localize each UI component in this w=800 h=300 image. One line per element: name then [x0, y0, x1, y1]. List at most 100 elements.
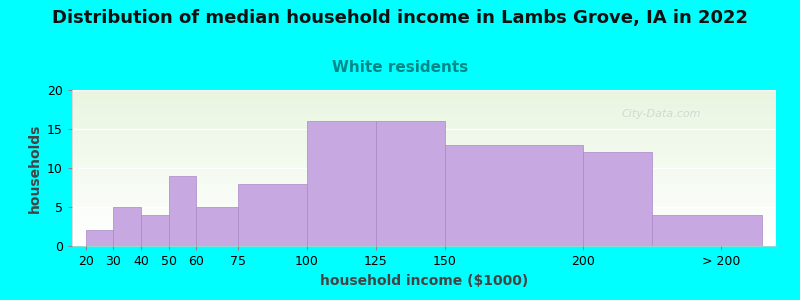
- Bar: [72, 152, 776, 153]
- Bar: [72, 97, 776, 98]
- Bar: [72, 112, 776, 113]
- Bar: [72, 153, 776, 154]
- Bar: [72, 102, 776, 103]
- Bar: [72, 195, 776, 196]
- Bar: [72, 225, 776, 226]
- Bar: [72, 114, 776, 115]
- Bar: [72, 198, 776, 199]
- Bar: [72, 177, 776, 178]
- Bar: [72, 146, 776, 147]
- Bar: [72, 139, 776, 140]
- Bar: [86, 230, 114, 246]
- Bar: [72, 222, 776, 223]
- Bar: [72, 174, 776, 175]
- Bar: [72, 223, 776, 224]
- Bar: [72, 144, 776, 145]
- Bar: [72, 202, 776, 203]
- Bar: [72, 213, 776, 214]
- Bar: [72, 162, 776, 163]
- Bar: [72, 221, 776, 222]
- Bar: [72, 187, 776, 188]
- Bar: [72, 211, 776, 212]
- Bar: [72, 95, 776, 96]
- Bar: [72, 123, 776, 124]
- Bar: [72, 216, 776, 217]
- Bar: [72, 197, 776, 198]
- Bar: [238, 184, 306, 246]
- Bar: [72, 190, 776, 191]
- Bar: [72, 218, 776, 219]
- Bar: [72, 170, 776, 171]
- Bar: [72, 169, 776, 170]
- Bar: [72, 204, 776, 205]
- Bar: [72, 212, 776, 213]
- Bar: [72, 117, 776, 118]
- Bar: [72, 96, 776, 97]
- Bar: [72, 165, 776, 166]
- Bar: [72, 220, 776, 221]
- X-axis label: household income ($1000): household income ($1000): [320, 274, 528, 288]
- Bar: [72, 140, 776, 141]
- Bar: [72, 127, 776, 128]
- Bar: [72, 101, 776, 102]
- Bar: [72, 156, 776, 157]
- Bar: [72, 130, 776, 131]
- Bar: [72, 230, 776, 231]
- Bar: [72, 149, 776, 150]
- Bar: [72, 229, 776, 230]
- Bar: [72, 138, 776, 139]
- Bar: [72, 115, 776, 116]
- Bar: [72, 158, 776, 159]
- Bar: [72, 164, 776, 165]
- Bar: [72, 219, 776, 220]
- Bar: [72, 116, 776, 117]
- Bar: [72, 231, 776, 232]
- Bar: [306, 121, 376, 246]
- Bar: [72, 167, 776, 168]
- Bar: [72, 90, 776, 91]
- Bar: [72, 215, 776, 216]
- Bar: [72, 94, 776, 95]
- Bar: [72, 201, 776, 202]
- Bar: [72, 183, 776, 184]
- Bar: [72, 227, 776, 228]
- Bar: [72, 133, 776, 134]
- Bar: [72, 240, 776, 241]
- Bar: [72, 176, 776, 177]
- Bar: [72, 234, 776, 235]
- Bar: [72, 104, 776, 105]
- Bar: [72, 184, 776, 185]
- Bar: [72, 179, 776, 180]
- Bar: [72, 113, 776, 114]
- Bar: [72, 188, 776, 189]
- Bar: [72, 132, 776, 133]
- Bar: [72, 142, 776, 143]
- Bar: [72, 111, 776, 112]
- Bar: [72, 134, 776, 135]
- Y-axis label: households: households: [27, 123, 42, 213]
- Bar: [72, 105, 776, 106]
- Bar: [72, 186, 776, 187]
- Bar: [72, 238, 776, 239]
- Bar: [72, 121, 776, 122]
- Bar: [72, 108, 776, 109]
- Bar: [72, 120, 776, 121]
- Bar: [72, 163, 776, 164]
- Bar: [72, 182, 776, 183]
- Bar: [72, 128, 776, 129]
- Bar: [72, 208, 776, 209]
- Bar: [72, 173, 776, 174]
- Bar: [169, 176, 196, 246]
- Bar: [196, 207, 238, 246]
- Bar: [72, 136, 776, 137]
- Bar: [72, 226, 776, 227]
- Bar: [72, 150, 776, 151]
- Bar: [72, 92, 776, 93]
- Bar: [72, 235, 776, 236]
- Bar: [141, 215, 169, 246]
- Bar: [72, 137, 776, 138]
- Bar: [72, 191, 776, 192]
- Bar: [72, 185, 776, 186]
- Bar: [72, 233, 776, 234]
- Bar: [72, 200, 776, 201]
